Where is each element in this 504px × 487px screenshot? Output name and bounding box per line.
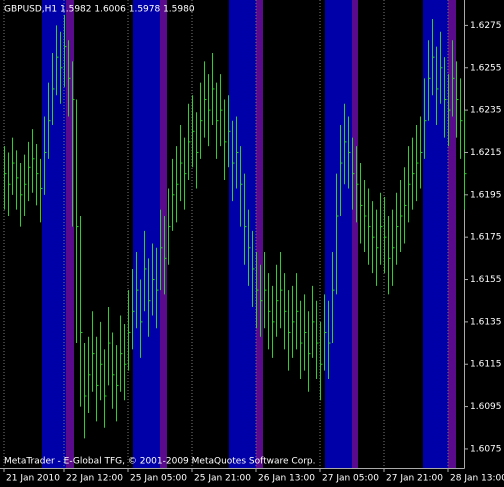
session-band: [325, 0, 352, 468]
y-tick-label: 1.6255: [470, 63, 502, 73]
session-band: [66, 0, 74, 468]
y-tick-label: 1.6095: [470, 402, 502, 412]
x-tick-label: 26 Jan 13:00: [258, 474, 315, 484]
session-band: [133, 0, 160, 468]
y-tick-label: 1.6275: [470, 21, 502, 31]
x-tick-label: 27 Jan 05:00: [322, 474, 379, 484]
y-tick-label: 1.6235: [470, 106, 502, 116]
x-tick-label: 28 Jan 13:00: [450, 474, 504, 484]
y-tick-label: 1.6075: [470, 444, 502, 454]
chart-title: GBPUSD,H1 1.5982 1.6006 1.5978 1.5980: [4, 5, 195, 15]
session-band: [42, 0, 66, 468]
x-tick-label: 27 Jan 21:00: [386, 474, 443, 484]
footer: MetaTrader - E-Global TFG, © 2001-2009 M…: [4, 457, 316, 467]
y-tick-label: 1.6195: [470, 190, 502, 200]
y-tick-label: 1.6215: [470, 148, 502, 158]
session-bands: [42, 0, 456, 468]
session-band: [160, 0, 167, 468]
session-band: [352, 0, 358, 468]
y-tick-label: 1.6115: [470, 360, 502, 370]
x-tick-label: 21 Jan 2010: [6, 474, 60, 484]
session-band: [229, 0, 256, 468]
session-band: [448, 0, 456, 468]
y-tick-label: 1.6135: [470, 317, 502, 327]
x-tick-label: 22 Jan 12:00: [66, 474, 123, 484]
y-tick-label: 1.6155: [470, 275, 502, 285]
x-tick-label: 25 Jan 05:00: [130, 474, 187, 484]
x-tick-label: 25 Jan 21:00: [194, 474, 251, 484]
y-tick-label: 1.6175: [470, 233, 502, 243]
session-band: [256, 0, 263, 468]
session-band: [423, 0, 448, 468]
